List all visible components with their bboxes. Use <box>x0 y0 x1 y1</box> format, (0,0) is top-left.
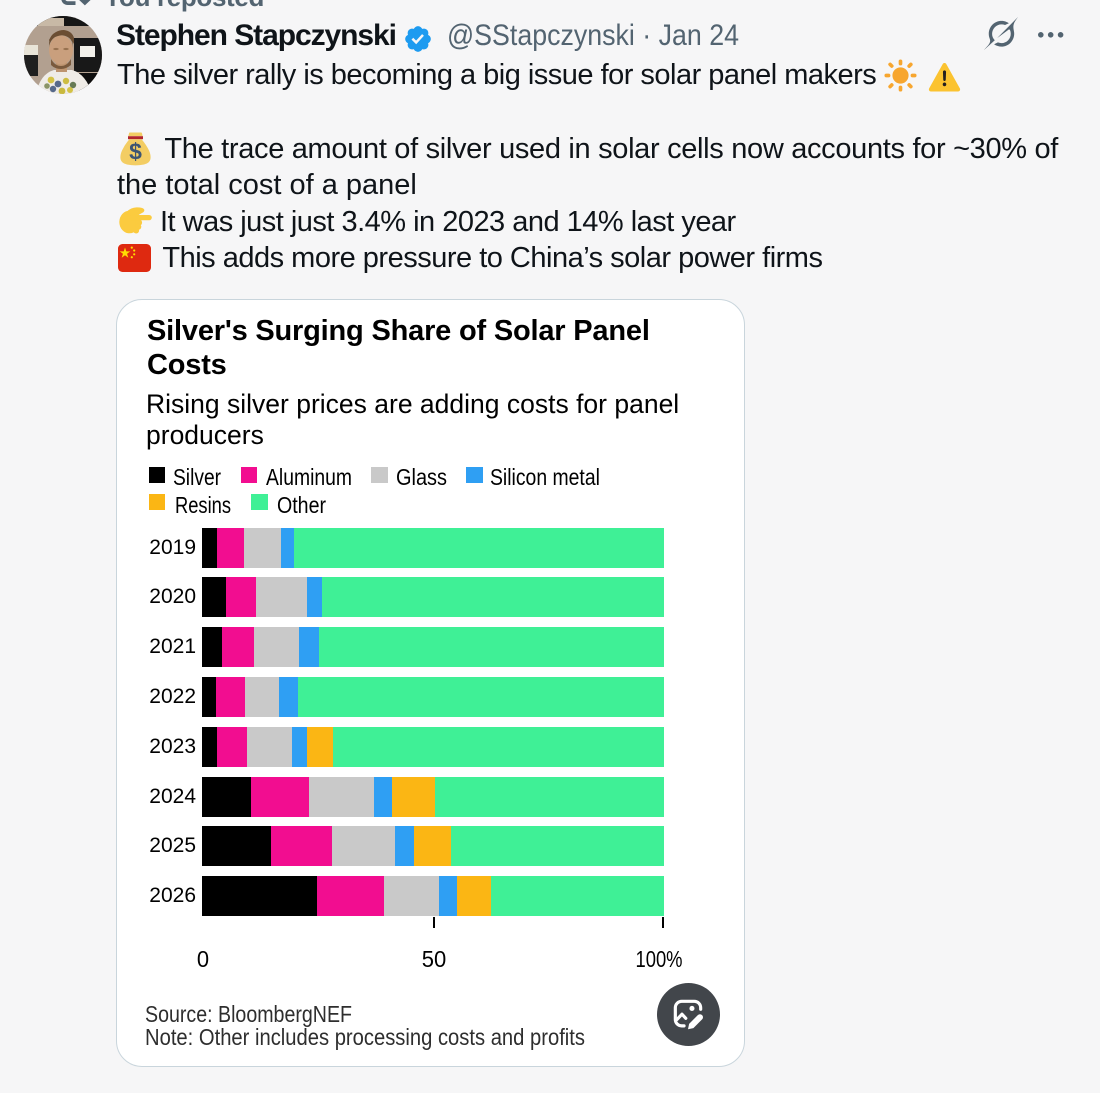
svg-text:$: $ <box>129 138 142 164</box>
